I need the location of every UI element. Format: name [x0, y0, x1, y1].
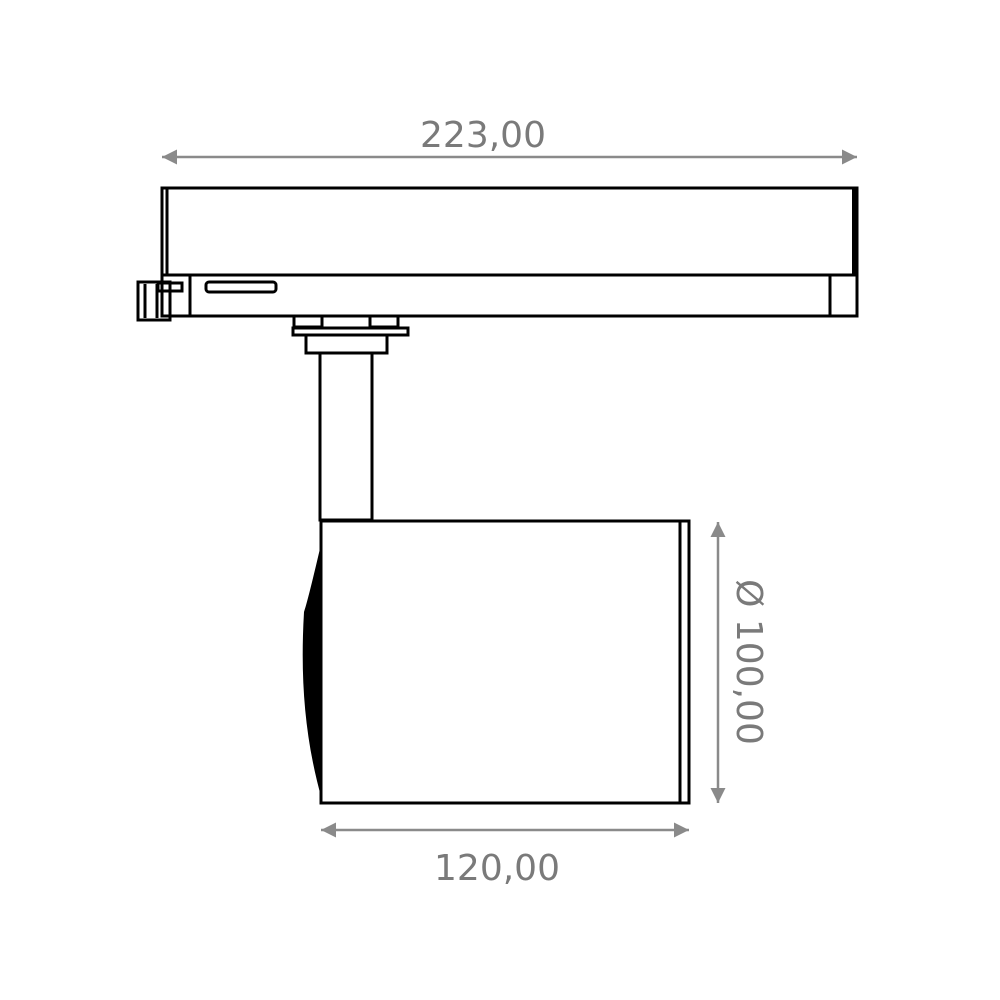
locking-clip	[136, 280, 172, 322]
dimension-lines	[162, 149, 857, 838]
head-diameter-label: Ø 100,00	[728, 579, 769, 745]
head-length-label: 120,00	[434, 848, 560, 889]
cylinder	[319, 519, 691, 805]
spotlight-head	[302, 519, 691, 805]
overall-width-label: 223,00	[420, 115, 546, 156]
track-adapter-body	[136, 186, 859, 322]
adapter-connector	[291, 314, 410, 522]
rail-housing	[160, 186, 859, 318]
lens-rear	[302, 540, 322, 800]
rail-slot	[204, 280, 278, 294]
stem	[318, 351, 374, 522]
rail-end-cap	[852, 188, 857, 275]
